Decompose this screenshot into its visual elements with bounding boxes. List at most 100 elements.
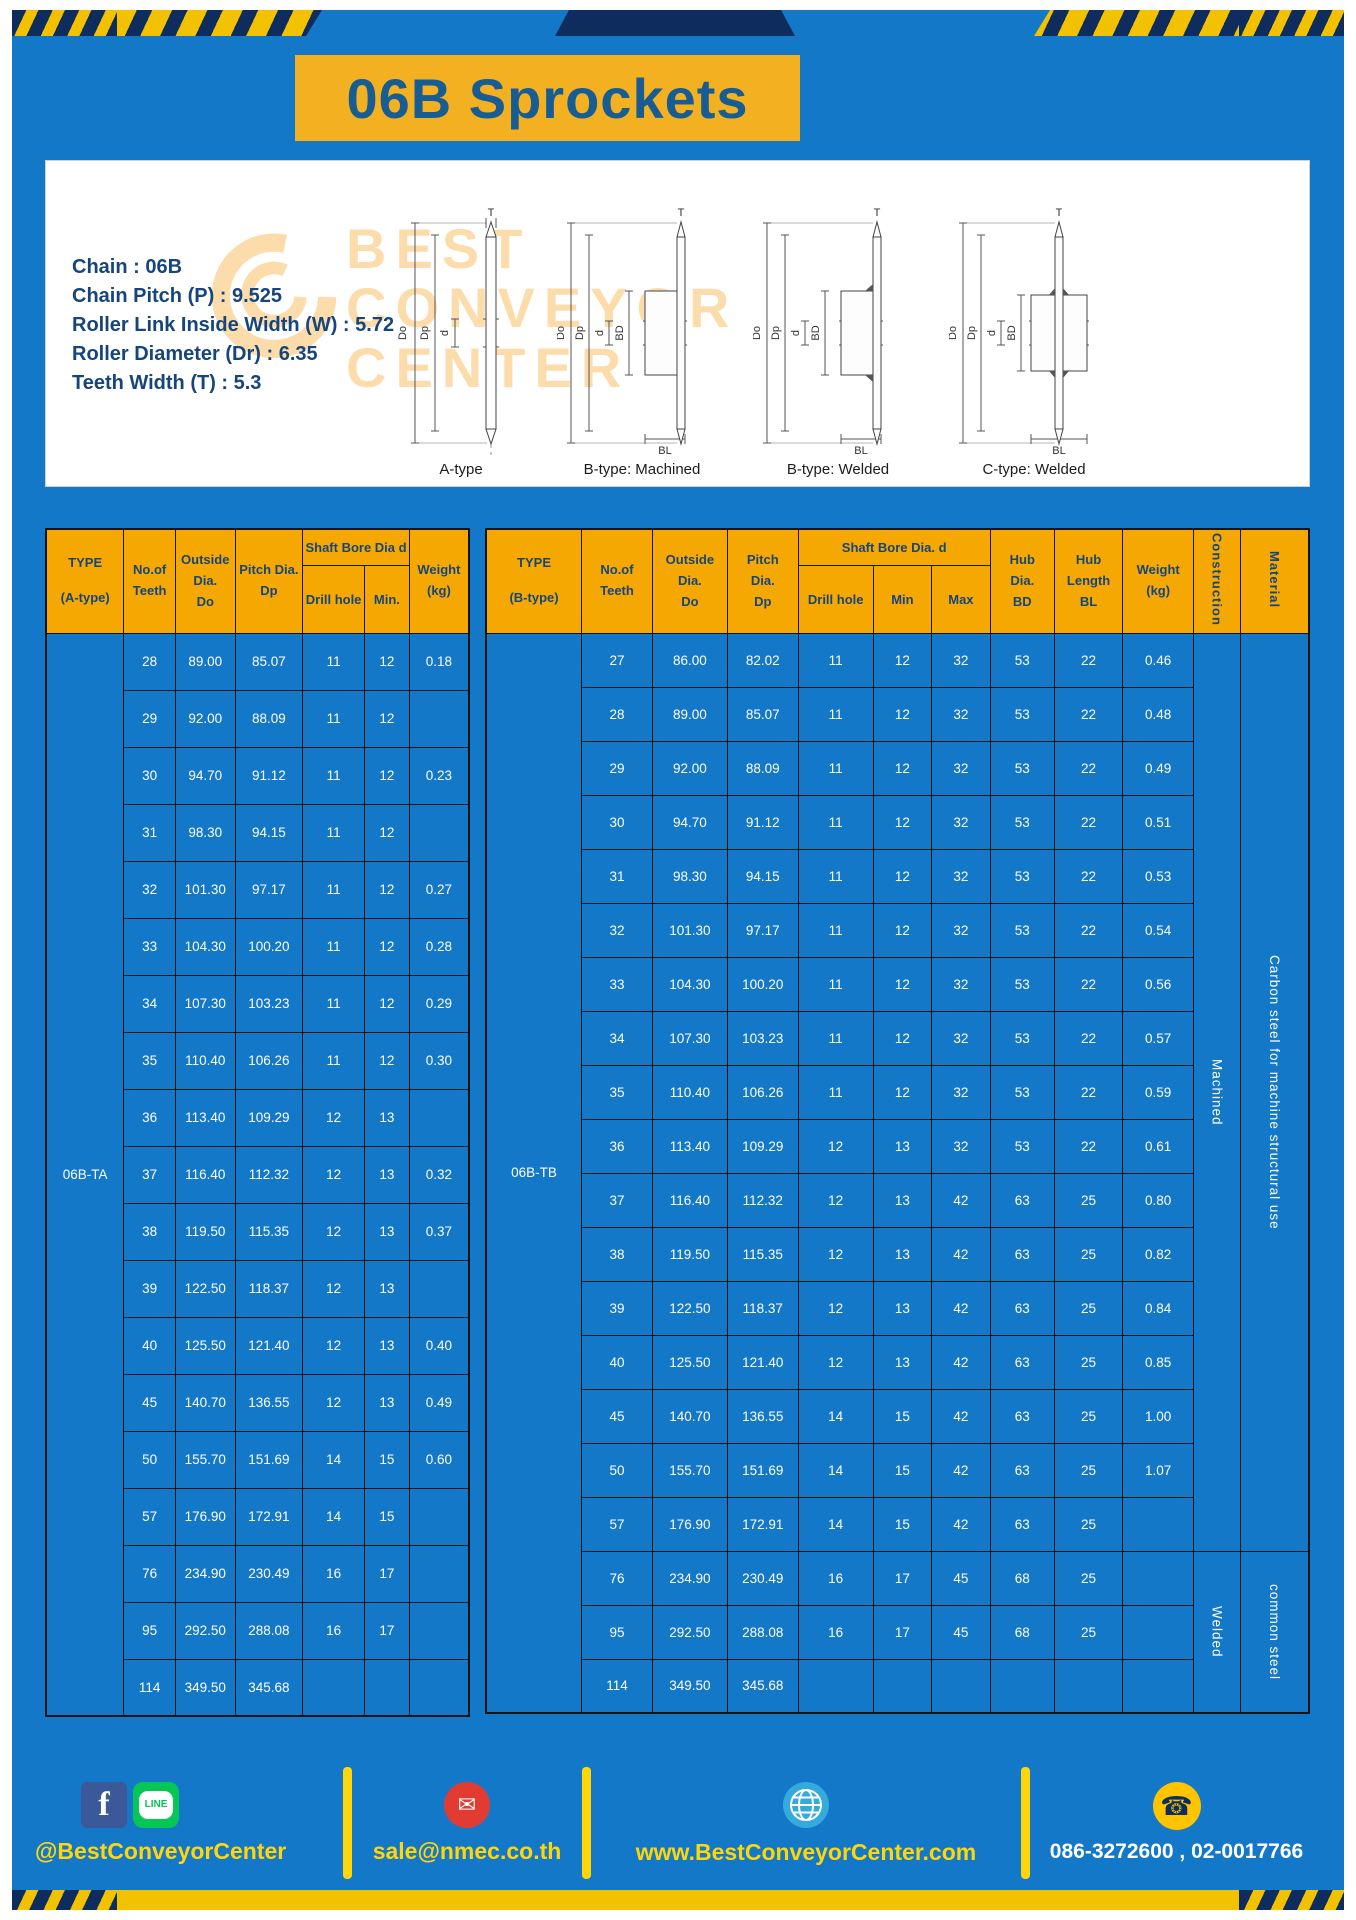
footer-website: www.BestConveyorCenter.com (635, 1838, 977, 1865)
header-line: Weight (1136, 562, 1180, 578)
globe-icon[interactable] (782, 1781, 830, 1829)
hazard-stripe-segment (1239, 10, 1344, 36)
spec-teeth-width: Teeth Width (T) : 5.3 (72, 372, 262, 394)
data-cell: 98.30 (651, 848, 728, 904)
data-cell: 1.00 (1122, 1388, 1195, 1444)
table-row: 37 116.40 112.32 12 13 42 63 25 0.80 (486, 1172, 1309, 1228)
col-header-max: Max (931, 564, 991, 634)
table-row: 76 234.90 230.49 16 17 45 68 25 Welded common ste… (486, 1550, 1310, 1714)
table-row: 39 122.50 118.37 12 13 (46, 1259, 470, 1318)
data-cell: 32 (931, 740, 991, 796)
data-cell: 53 (989, 794, 1055, 850)
data-cell: 38 (581, 1226, 653, 1282)
data-cell: 0.49 (1122, 740, 1195, 796)
header-line: Dp (260, 583, 278, 599)
data-cell: 53 (989, 740, 1055, 796)
data-cell: 53 (989, 632, 1055, 688)
data-cell: 16 (302, 1601, 365, 1660)
data-cell: 13 (872, 1226, 933, 1282)
dim-label-bd: BD (614, 325, 626, 340)
data-cell: 11 (797, 956, 874, 1012)
phone-icon[interactable]: ☎ (1152, 1782, 1201, 1830)
data-cell: 25 (1053, 1280, 1124, 1336)
table-row: 95 292.50 288.08 16 17 45 68 25 (486, 1604, 1309, 1660)
sprocket-plate (485, 220, 497, 446)
a-type-drawing: T Do Dp d (397, 207, 499, 455)
table-row: 37 116.40 112.32 12 13 0.32 (46, 1145, 470, 1204)
data-cell: 29 (581, 740, 653, 796)
table-row: 06B-TA 28 89.00 85.07 11 12 0.18 (45, 632, 470, 1717)
table-a-header: TYPE (A-type) No.of Teeth Outside Dia. D… (45, 528, 470, 634)
data-cell: 0.27 (408, 860, 470, 919)
hazard-stripe-segment (117, 10, 322, 36)
data-cell: 34 (581, 1010, 653, 1066)
data-cell: 11 (797, 632, 874, 688)
data-cell: 12 (872, 1064, 933, 1120)
data-cell: 16 (302, 1544, 365, 1603)
col-header-min: Min. (363, 564, 410, 634)
data-cell: 0.54 (1122, 902, 1195, 958)
data-cell: 68 (989, 1604, 1055, 1660)
sprocket-diagrams: T Do Dp d A-type (391, 177, 1119, 478)
data-cell (408, 1544, 470, 1603)
data-cell: 12 (302, 1088, 365, 1147)
table-row: 32 101.30 97.17 11 12 32 53 22 0.54 (486, 902, 1309, 958)
data-cell: 0.18 (408, 632, 470, 691)
data-cell: 32 (931, 686, 991, 742)
data-cell: 92.00 (651, 740, 728, 796)
data-cell: 115.35 (234, 1202, 304, 1261)
data-cell: 230.49 (726, 1550, 799, 1606)
data-cell: 11 (797, 794, 874, 850)
data-cell: 101.30 (651, 902, 728, 958)
footer-separator (343, 1767, 352, 1879)
dim-label-bl: BL (854, 445, 867, 457)
header-line: Pitch (746, 552, 779, 568)
data-cell: 85.07 (726, 686, 799, 742)
col-header-shaft-bore-group: Shaft Bore Dia d (302, 528, 410, 566)
dim-label-t: T (678, 207, 685, 219)
data-cell: 28 (123, 632, 176, 691)
data-cell: 94.15 (726, 848, 799, 904)
data-cell: 151.69 (234, 1430, 304, 1489)
data-cell (408, 1658, 470, 1717)
table-b-type: TYPE (B-type) No.of Teeth Outside Dia. D… (485, 528, 1310, 1714)
data-cell: 94.70 (651, 794, 728, 850)
data-cell: 349.50 (174, 1658, 236, 1717)
data-cell: 32 (931, 1010, 991, 1066)
data-cell: 0.23 (408, 746, 470, 805)
data-cell: 172.91 (726, 1496, 799, 1552)
email-icon[interactable]: ✉ (444, 1781, 490, 1828)
data-cell: 14 (302, 1430, 365, 1489)
data-cell: 31 (123, 803, 176, 862)
title-banner: 06B Sprockets (295, 55, 800, 141)
data-cell: 14 (797, 1442, 874, 1498)
data-cell: 15 (872, 1388, 933, 1444)
data-cell: 109.29 (234, 1088, 304, 1147)
line-icon[interactable]: LINE (133, 1781, 179, 1828)
table-row: 29 92.00 88.09 11 12 32 53 22 0.49 (486, 740, 1309, 796)
data-cell: 37 (123, 1145, 176, 1204)
data-cell: 40 (581, 1334, 653, 1390)
data-cell: 63 (989, 1388, 1055, 1444)
data-cell: 13 (363, 1259, 410, 1318)
data-cell: 53 (989, 1118, 1055, 1174)
header-line: No.of (600, 562, 634, 578)
data-cell: 63 (989, 1280, 1055, 1336)
diagram-caption: C-type: Welded (982, 461, 1086, 478)
data-cell: 11 (797, 902, 874, 958)
facebook-icon[interactable]: f (81, 1781, 127, 1828)
data-cell: 50 (123, 1430, 176, 1489)
data-cell: 12 (363, 632, 410, 691)
data-cell: 0.46 (1122, 632, 1195, 688)
data-cell: 100.20 (234, 917, 304, 976)
data-cell: 25 (1053, 1334, 1124, 1390)
data-cell: 15 (872, 1442, 933, 1498)
data-cell: 349.50 (651, 1658, 728, 1714)
data-cell: 13 (872, 1118, 933, 1174)
header-line: (kg) (426, 583, 451, 599)
col-header-weight: Weight (kg) (1122, 528, 1195, 634)
col-header-type: TYPE (B-type) (485, 528, 583, 634)
data-cell: 22 (1053, 1064, 1124, 1120)
data-cell: 121.40 (726, 1334, 799, 1390)
data-cell: 13 (872, 1334, 933, 1390)
